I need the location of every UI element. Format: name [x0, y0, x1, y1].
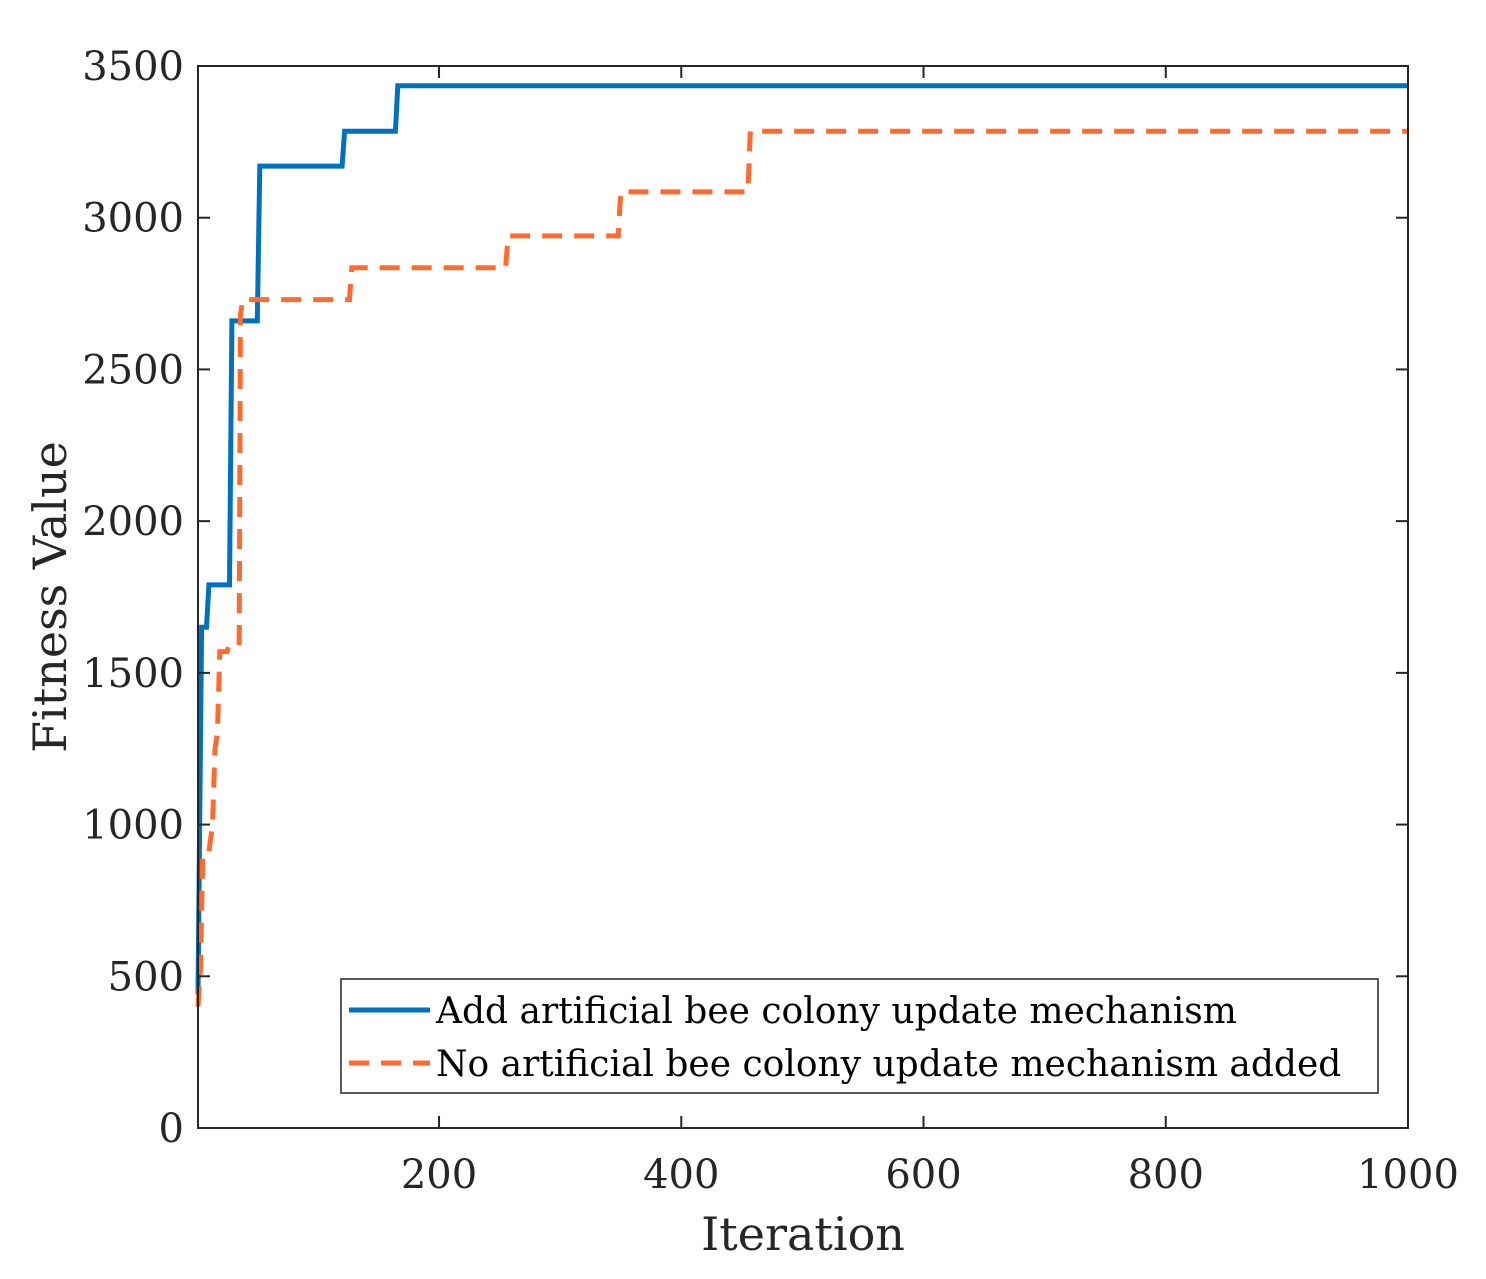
- axes-box: [197, 65, 1409, 1129]
- x-axis-title: Iteration: [701, 1207, 905, 1261]
- x-tick-labels: 200 400 600 800 1000: [401, 1152, 1459, 1198]
- x-tick-label: 800: [1128, 1152, 1204, 1198]
- series-line-1: [195, 128, 1408, 1007]
- x-tick-label: 400: [643, 1152, 719, 1198]
- y-tick-label: 3500: [82, 44, 184, 90]
- series-line-0: [195, 83, 1408, 995]
- y-tick-label: 2500: [82, 347, 184, 393]
- legend-label-no-abc: No artificial bee colony update mechanis…: [436, 1044, 1341, 1085]
- x-tick-label: 1000: [1357, 1152, 1459, 1198]
- y-axis-title: Fitness Value: [23, 441, 77, 753]
- legend: Add artificial bee colony update mechani…: [340, 978, 1379, 1094]
- y-tick-label: 500: [108, 954, 184, 1000]
- y-tick-label: 3000: [82, 196, 184, 242]
- y-tick-label: 1000: [82, 803, 184, 849]
- x-tick-label: 200: [401, 1152, 477, 1198]
- legend-box: [340, 978, 1379, 1094]
- x-tick-label: 600: [885, 1152, 961, 1198]
- y-tick-label: 2000: [82, 499, 184, 545]
- y-tick-label: 1500: [82, 651, 184, 697]
- series-layer: [195, 83, 1408, 1007]
- legend-label-add-abc: Add artificial bee colony update mechani…: [435, 991, 1237, 1032]
- ticks-layer: [198, 65, 1409, 1129]
- plot-area: [198, 66, 1408, 1128]
- y-tick-label: 0: [159, 1106, 184, 1152]
- y-tick-labels: 0 500 1000 1500 2000 2500 3000 3500: [82, 44, 184, 1152]
